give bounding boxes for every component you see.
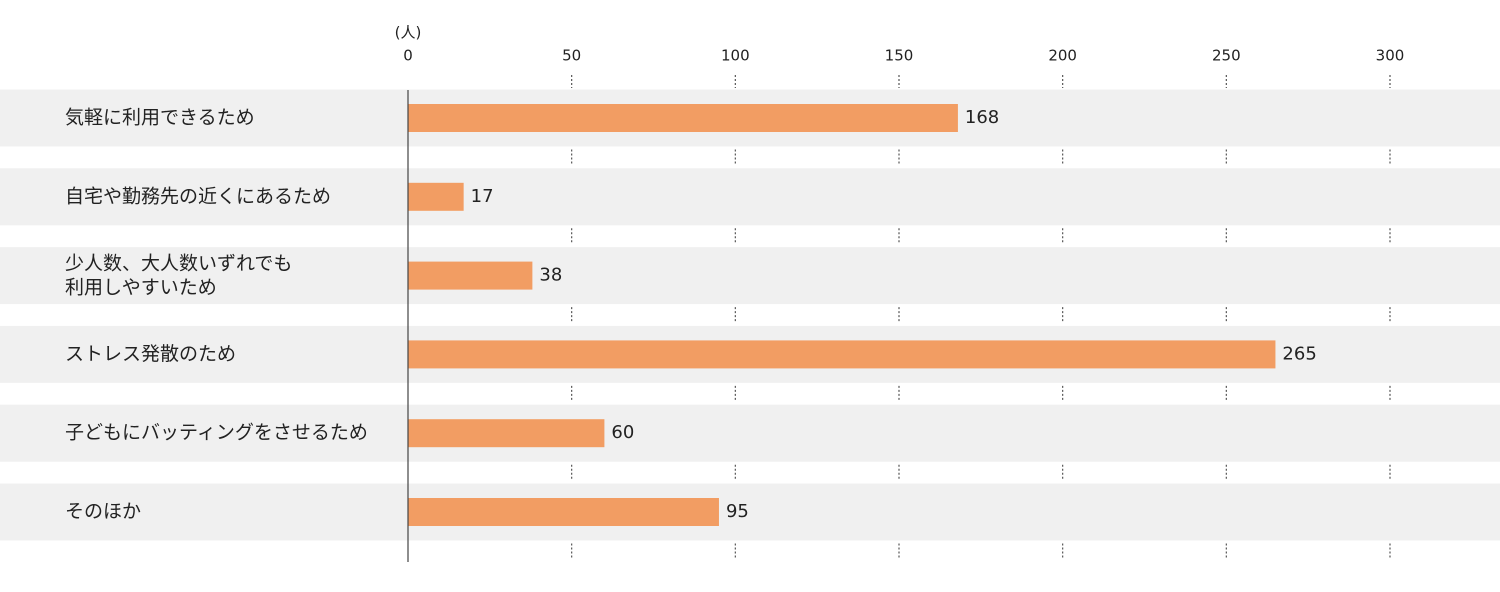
bar — [408, 182, 464, 211]
category-label-line: 利用しやすいため — [65, 276, 217, 298]
row-band — [0, 168, 1500, 226]
category-label: ストレス発散のため — [65, 343, 236, 365]
value-label: 168 — [965, 107, 999, 128]
category-label: 少人数、大人数いずれでも利用しやすいため — [65, 252, 292, 298]
bar — [408, 104, 958, 132]
category-label-line: 少人数、大人数いずれでも — [65, 252, 292, 274]
value-label: 95 — [726, 501, 749, 522]
bar — [408, 261, 533, 290]
bar — [408, 419, 605, 448]
category-label: 子どもにバッティングをさせるため — [65, 422, 368, 444]
x-tick-label: 200 — [1048, 47, 1077, 65]
category-label: 気軽に利用できるため — [65, 107, 255, 129]
unit-label: (人) — [395, 24, 422, 42]
x-tick-label: 50 — [562, 47, 581, 65]
row-band — [0, 404, 1500, 462]
value-label: 17 — [471, 186, 494, 207]
x-tick-label: 0 — [403, 47, 413, 65]
x-tick-label: 150 — [885, 47, 914, 65]
x-tick-label: 100 — [721, 47, 750, 65]
row-band — [0, 483, 1500, 541]
bar — [408, 340, 1276, 369]
value-label: 38 — [539, 265, 562, 286]
value-label: 60 — [611, 422, 634, 443]
row-band — [0, 247, 1500, 305]
x-tick-label: 300 — [1376, 47, 1405, 65]
category-label: そのほか — [65, 501, 141, 523]
value-label: 265 — [1282, 343, 1316, 364]
category-label: 自宅や勤務先の近くにあるため — [65, 185, 331, 207]
x-tick-label: 250 — [1212, 47, 1241, 65]
bar — [408, 498, 719, 526]
